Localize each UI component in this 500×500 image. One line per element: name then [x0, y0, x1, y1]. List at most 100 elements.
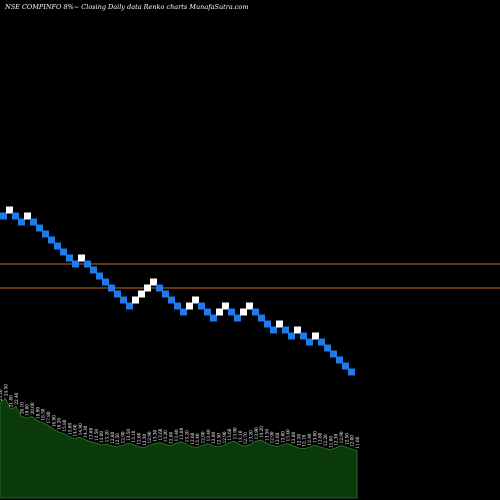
renko-brick [6, 206, 13, 214]
renko-brick [84, 260, 91, 268]
renko-brick [252, 308, 259, 316]
renko-brick [66, 254, 73, 262]
volume-area-path [0, 397, 358, 499]
volume-label: 13.00 [99, 431, 104, 443]
renko-bricks [0, 206, 355, 376]
renko-brick [330, 350, 337, 358]
renko-brick [156, 284, 163, 292]
volume-label: 23.20 [0, 389, 3, 401]
renko-brick [48, 236, 55, 244]
renko-brick [318, 338, 325, 346]
volume-label: 12.40 [195, 433, 200, 445]
volume-label: 12.00 [350, 435, 355, 447]
renko-brick [240, 308, 247, 316]
renko-brick [168, 296, 175, 304]
volume-label: 11.80 [328, 436, 333, 448]
volume-label: 15.00 [67, 423, 72, 435]
volume-label: 13.60 [227, 428, 232, 440]
volume-label: 13.80 [179, 427, 184, 439]
renko-brick [72, 260, 79, 268]
renko-brick [78, 254, 85, 262]
renko-brick [348, 368, 355, 376]
renko-brick [300, 332, 307, 340]
volume-label: 13.60 [158, 428, 163, 440]
volume-label: 19.60 [25, 404, 30, 416]
volume-label: 13.20 [105, 430, 110, 442]
volume-label: 13.50 [126, 429, 131, 441]
renko-brick [306, 338, 313, 346]
volume-label: 12.80 [110, 431, 115, 443]
volume-label: 14.60 [73, 424, 78, 436]
renko-brick [174, 302, 181, 310]
renko-brick [282, 326, 289, 334]
volume-label: 12.90 [222, 431, 227, 443]
renko-brick [270, 326, 277, 334]
volume-label: 12.80 [169, 431, 174, 443]
renko-brick [222, 302, 229, 310]
renko-brick [312, 332, 319, 340]
renko-brick [36, 224, 43, 232]
renko-brick [276, 320, 283, 328]
renko-brick [294, 326, 301, 334]
volume-label: 12.60 [137, 432, 142, 444]
renko-brick [24, 212, 31, 220]
volume-label: 12.50 [115, 433, 120, 445]
renko-brick [324, 344, 331, 352]
volume-label: 12.80 [211, 431, 216, 443]
renko-brick [210, 314, 217, 322]
renko-brick [342, 362, 349, 370]
volume-label: 24.50 [3, 384, 8, 396]
renko-brick [120, 296, 127, 304]
renko-brick [192, 296, 199, 304]
volume-label: 12.60 [275, 432, 280, 444]
volume-label: 16.90 [51, 415, 56, 427]
volume-label: 12.50 [216, 433, 221, 445]
volume-label: 13.90 [254, 427, 259, 439]
volume-label: 13.20 [163, 430, 168, 442]
volume-label: 13.10 [131, 430, 136, 442]
volume-label: 12.90 [339, 431, 344, 443]
renko-brick [150, 278, 157, 286]
volume-label: 12.90 [270, 431, 275, 443]
volume-label: 12.40 [307, 433, 312, 445]
volume-label: 13.40 [286, 429, 291, 441]
volume-label: 12.90 [200, 431, 205, 443]
volume-label: 13.40 [206, 429, 211, 441]
volume-area [0, 397, 358, 499]
volume-label: 12.90 [121, 431, 126, 443]
renko-brick [126, 302, 133, 310]
renko-brick [132, 296, 139, 304]
renko-brick [114, 290, 121, 298]
volume-label: 12.10 [302, 434, 307, 446]
volume-label: 12.60 [318, 432, 323, 444]
chart-title: NSE COMPINFO 8%~ Closing Daily data Renk… [4, 3, 249, 11]
volume-label: 15.80 [62, 419, 67, 431]
volume-label: 12.20 [323, 434, 328, 446]
renko-brick [198, 302, 205, 310]
volume-label: 13.50 [94, 429, 99, 441]
renko-brick [90, 266, 97, 274]
volume-label: 13.80 [89, 427, 94, 439]
renko-brick [96, 272, 103, 280]
renko-brick [12, 212, 19, 220]
renko-brick [264, 320, 271, 328]
renko-brick [228, 308, 235, 316]
volume-label: 14.90 [78, 423, 83, 435]
renko-brick [42, 230, 49, 238]
volume-label: 13.90 [232, 427, 237, 439]
level-lines [0, 263, 500, 289]
volume-label: 20.10 [19, 402, 24, 414]
renko-brick [162, 290, 169, 298]
renko-brick [234, 314, 241, 322]
volume-label: 13.50 [264, 429, 269, 441]
volume-label: 12.30 [142, 434, 147, 446]
volume-label: 11.60 [355, 436, 360, 448]
renko-brick [60, 248, 67, 256]
volume-label: 22.40 [14, 392, 19, 404]
volume-label: 12.30 [296, 434, 301, 446]
renko-brick [30, 218, 37, 226]
renko-brick [246, 302, 253, 310]
renko-brick [54, 242, 61, 250]
